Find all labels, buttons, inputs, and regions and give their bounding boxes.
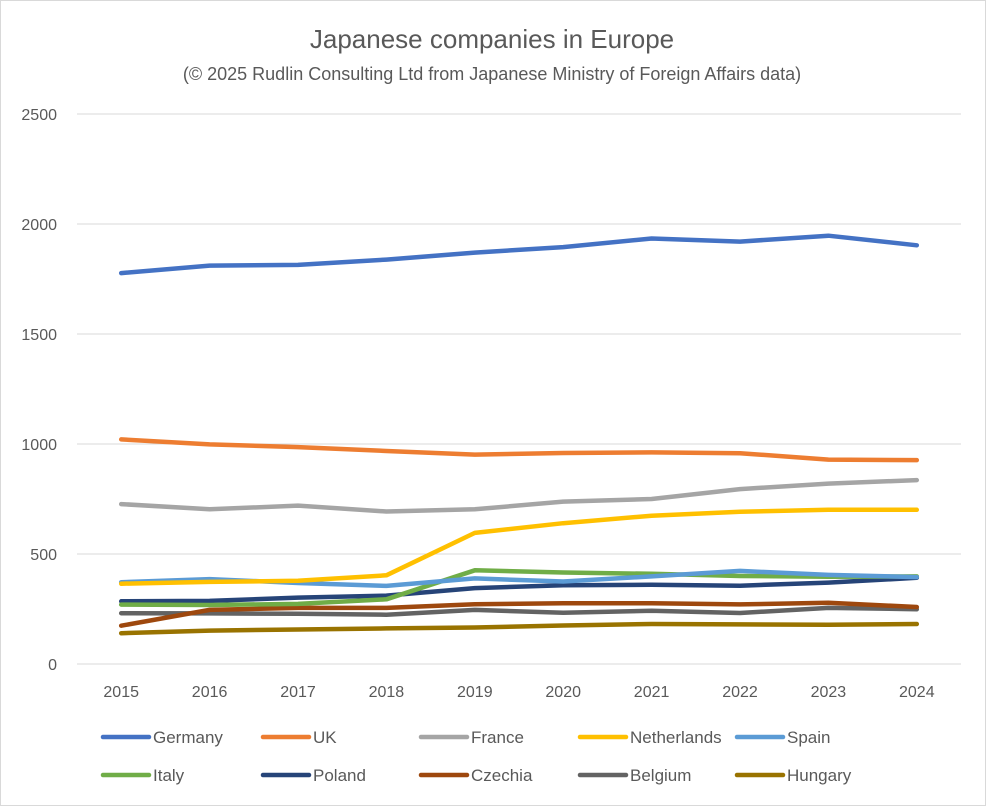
series-line-hungary bbox=[118, 621, 920, 636]
legend: Germany UK France Netherlands Spain Italy Pola… bbox=[100, 728, 852, 785]
x-tick-label: 2015 bbox=[103, 684, 139, 701]
series-line-germany bbox=[118, 233, 920, 276]
y-tick-label: 2000 bbox=[21, 217, 57, 234]
x-tick-label: 2016 bbox=[192, 684, 228, 701]
y-tick-label: 0 bbox=[48, 657, 57, 674]
x-tick-label: 2022 bbox=[722, 684, 758, 701]
y-axis-ticks: 0 500 1000 1500 2000 2500 bbox=[21, 107, 57, 674]
legend-label: Italy bbox=[153, 766, 185, 785]
series-line-poland bbox=[118, 575, 920, 604]
legend-item-germany: Germany bbox=[100, 728, 223, 747]
x-tick-label: 2024 bbox=[899, 684, 935, 701]
legend-label: Czechia bbox=[471, 766, 533, 785]
legend-label: Hungary bbox=[787, 766, 852, 785]
legend-label: Spain bbox=[787, 728, 830, 747]
legend-item-spain: Spain bbox=[734, 728, 830, 747]
series-line-italy bbox=[118, 568, 920, 608]
legend-item-hungary: Hungary bbox=[734, 766, 852, 785]
legend-label: Netherlands bbox=[630, 728, 722, 747]
legend-item-italy: Italy bbox=[100, 766, 185, 785]
legend-label: Poland bbox=[313, 766, 366, 785]
series-line-netherlands bbox=[118, 507, 920, 586]
legend-item-netherlands: Netherlands bbox=[577, 728, 722, 747]
legend-item-poland: Poland bbox=[260, 766, 366, 785]
chart-subtitle: (© 2025 Rudlin Consulting Ltd from Japan… bbox=[183, 64, 801, 84]
chart-title: Japanese companies in Europe bbox=[310, 24, 674, 54]
legend-item-france: France bbox=[418, 728, 524, 747]
series-line-czechia bbox=[118, 600, 920, 628]
legend-label: UK bbox=[313, 728, 337, 747]
x-tick-label: 2018 bbox=[369, 684, 405, 701]
legend-item-czechia: Czechia bbox=[418, 766, 533, 785]
x-tick-label: 2019 bbox=[457, 684, 493, 701]
x-tick-label: 2023 bbox=[811, 684, 847, 701]
legend-label: Belgium bbox=[630, 766, 691, 785]
series-line-france bbox=[118, 477, 920, 514]
legend-item-belgium: Belgium bbox=[577, 766, 691, 785]
x-axis-ticks: 2015 2016 2017 2018 2019 2020 2021 2022 2023 2024 bbox=[103, 684, 934, 701]
x-tick-label: 2020 bbox=[545, 684, 581, 701]
legend-item-uk: UK bbox=[260, 728, 337, 747]
x-tick-label: 2021 bbox=[634, 684, 670, 701]
y-tick-label: 1000 bbox=[21, 437, 57, 454]
legend-label: France bbox=[471, 728, 524, 747]
series-line-belgium bbox=[118, 605, 920, 617]
x-tick-label: 2017 bbox=[280, 684, 316, 701]
series-lines bbox=[118, 233, 920, 636]
legend-label: Germany bbox=[153, 728, 223, 747]
y-tick-label: 500 bbox=[30, 547, 57, 564]
y-tick-label: 1500 bbox=[21, 327, 57, 344]
y-tick-label: 2500 bbox=[21, 107, 57, 124]
series-line-uk bbox=[118, 437, 920, 463]
